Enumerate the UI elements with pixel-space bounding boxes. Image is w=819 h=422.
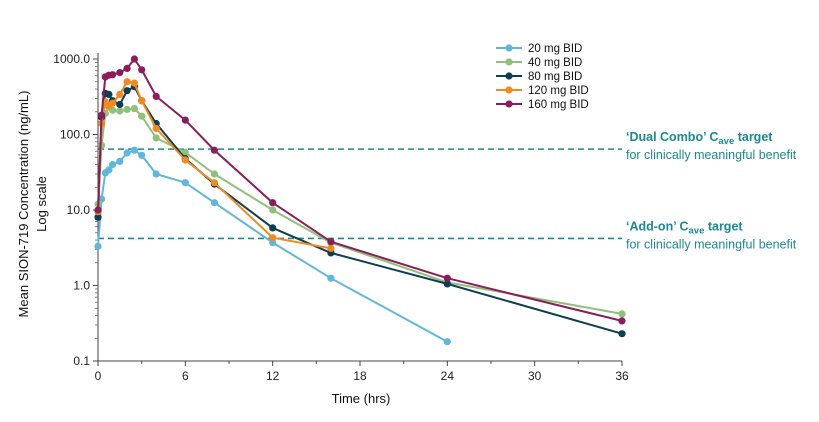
legend-entry: 120 mg BID <box>496 85 589 97</box>
reference-label-sub: for clinically meaningful benefit <box>626 237 797 251</box>
y-tick-label: 1000.0 <box>53 52 90 66</box>
x-tick-label: 0 <box>95 369 102 383</box>
data-point <box>210 179 218 187</box>
data-point <box>618 317 626 325</box>
data-point <box>327 238 335 246</box>
y-axis-label: Mean SION-719 Concentration (ng/mL) <box>16 91 31 318</box>
data-point <box>618 310 626 318</box>
series-40-mg-bid <box>94 103 626 318</box>
legend-entry: 40 mg BID <box>496 57 582 69</box>
data-point <box>327 244 335 252</box>
x-tick-label: 30 <box>528 369 542 383</box>
data-point <box>210 199 218 207</box>
data-point <box>123 87 131 95</box>
data-series <box>94 55 626 346</box>
data-point <box>130 55 138 63</box>
data-point <box>152 92 160 100</box>
legend-label: 80 mg BID <box>528 71 582 83</box>
series-line <box>97 106 623 315</box>
tick-labels: 0 6 12 18 24 30 36 0.1 1.0 10.0 100.0 1000.0 <box>53 52 629 383</box>
data-point <box>181 116 189 124</box>
x-tick-label: 36 <box>615 369 629 383</box>
data-point <box>181 179 189 187</box>
legend-entry: 20 mg BID <box>496 43 582 55</box>
data-point <box>123 149 131 157</box>
legend-label: 20 mg BID <box>528 43 582 55</box>
data-point <box>94 206 102 214</box>
data-point <box>181 148 189 156</box>
data-point <box>130 146 138 154</box>
y-tick-label: 10.0 <box>67 203 91 217</box>
data-point <box>152 124 160 133</box>
data-point <box>443 280 451 288</box>
data-point <box>443 274 451 282</box>
legend-label: 40 mg BID <box>528 57 582 69</box>
y-tick-label: 0.1 <box>73 354 90 368</box>
data-point <box>152 170 160 178</box>
legend-entry: 80 mg BID <box>496 71 582 83</box>
data-point <box>94 213 102 221</box>
data-point <box>138 97 146 105</box>
data-point <box>130 105 138 113</box>
series-20-mg-bid <box>94 146 451 346</box>
reference-label-title: ‘Dual Combo’ Cave target <box>626 130 773 147</box>
legend-entry: 160 mg BID <box>496 99 589 111</box>
legend-label: 160 mg BID <box>528 99 589 111</box>
data-point <box>109 160 117 169</box>
reference-lines <box>98 148 622 240</box>
x-tick-label: 24 <box>441 369 455 383</box>
data-point <box>138 151 146 159</box>
y-axis-sublabel: Log scale <box>34 176 49 232</box>
series-160-mg-bid <box>94 55 626 325</box>
legend-swatch-marker <box>505 72 513 80</box>
data-point <box>116 90 124 98</box>
data-point <box>94 242 102 250</box>
data-point <box>138 112 146 120</box>
data-point <box>152 134 160 142</box>
data-point <box>116 107 124 115</box>
data-point <box>269 234 277 242</box>
x-tick-label: 18 <box>353 369 367 383</box>
data-point <box>210 170 218 178</box>
data-point <box>269 199 277 207</box>
x-axis-label: Time (hrs) <box>332 391 391 406</box>
data-point <box>123 78 131 86</box>
data-point <box>327 274 335 282</box>
data-point <box>443 338 451 346</box>
data-point <box>123 64 131 72</box>
data-point <box>269 224 277 232</box>
data-point <box>109 99 117 107</box>
legend-swatch-marker <box>505 100 513 108</box>
y-tick-label: 100.0 <box>60 128 90 142</box>
data-point <box>123 105 131 113</box>
legend-swatch-marker <box>505 58 513 66</box>
data-point <box>116 100 124 109</box>
series-120-mg-bid <box>94 78 335 252</box>
data-point <box>116 157 124 165</box>
data-point <box>105 166 113 174</box>
legend: 20 mg BID 40 mg BID 80 mg BID 120 mg BID 160… <box>496 43 589 111</box>
data-point <box>618 330 626 338</box>
legend-swatch-marker <box>505 86 513 94</box>
reference-label-sub: for clinically meaningful benefit <box>626 148 797 162</box>
data-point <box>138 66 146 74</box>
series-line <box>97 85 623 335</box>
data-point <box>109 71 117 79</box>
y-tick-label: 1.0 <box>73 279 90 293</box>
data-point <box>269 206 277 214</box>
reference-label-title: ‘Add-on’ Cave target <box>626 219 743 236</box>
data-point <box>105 90 113 98</box>
data-point <box>116 69 124 77</box>
data-point <box>98 111 106 119</box>
legend-label: 120 mg BID <box>528 85 589 97</box>
data-point <box>181 156 189 164</box>
data-point <box>210 146 218 154</box>
data-point <box>98 195 106 203</box>
data-point <box>130 79 138 87</box>
x-tick-label: 6 <box>182 369 189 383</box>
legend-swatch-marker <box>505 44 513 52</box>
x-tick-label: 12 <box>266 369 280 383</box>
